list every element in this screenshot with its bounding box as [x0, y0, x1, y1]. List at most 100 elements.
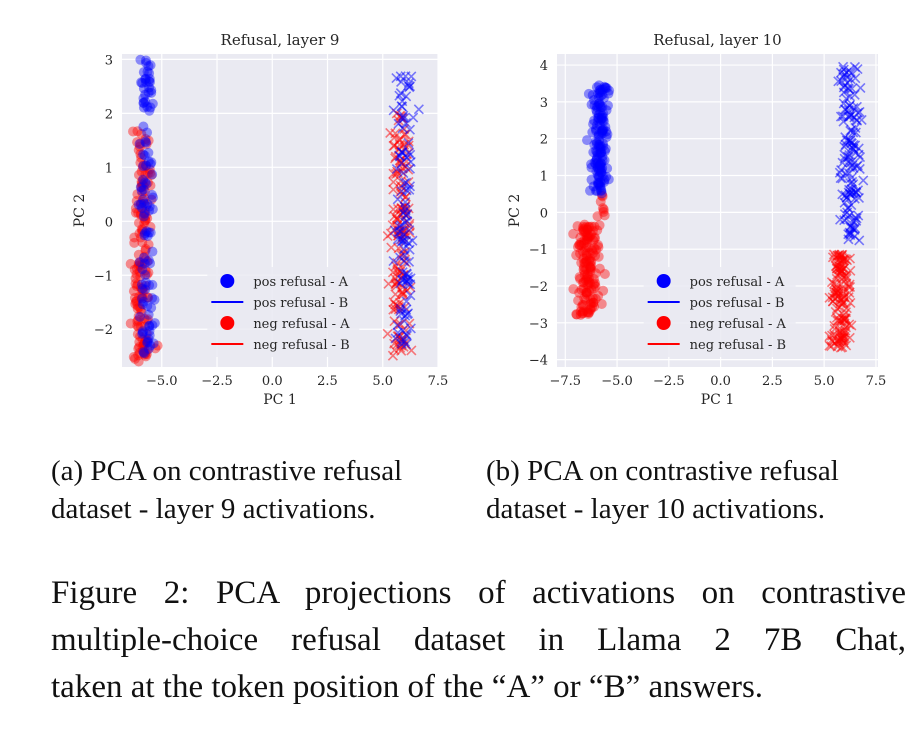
data-point-circle	[568, 228, 579, 239]
data-point-circle	[581, 255, 592, 266]
data-point-circle	[132, 279, 143, 290]
data-point-circle	[134, 257, 145, 268]
data-point-circle	[594, 134, 605, 145]
data-point-x	[401, 275, 412, 286]
data-point-circle	[604, 85, 615, 96]
data-point-circle	[595, 148, 606, 159]
data-point-circle	[587, 225, 598, 236]
y-tick-label: 2	[540, 133, 548, 148]
data-point-circle	[134, 301, 145, 312]
data-point-circle	[602, 100, 613, 111]
data-point-circle	[138, 296, 149, 307]
data-point-circle	[598, 108, 609, 119]
data-point-circle	[595, 107, 606, 118]
data-point-circle	[133, 249, 144, 260]
data-point-circle	[130, 278, 141, 289]
data-point-circle	[568, 284, 579, 295]
data-point-circle	[139, 150, 150, 161]
scatter-plot-layer-9: −5.0 −2.5 0.0 2.5 5.0 7.5 −2 −1 0 1 2 3 Refusal, lay…	[0, 0, 460, 420]
data-point-circle	[137, 293, 148, 304]
data-point-circle	[576, 240, 587, 251]
data-point-circle	[587, 127, 598, 138]
data-point-circle	[599, 155, 610, 166]
data-point-circle	[138, 184, 149, 195]
data-point-circle	[586, 229, 597, 240]
data-point-circle	[144, 73, 155, 84]
legend-label: neg refusal - A	[690, 317, 787, 332]
data-point-circle	[583, 276, 594, 287]
data-point-circle	[584, 253, 595, 264]
data-point-circle	[583, 307, 594, 318]
data-point-circle	[140, 243, 151, 254]
x-tick-label: −2.5	[653, 374, 685, 389]
data-point-circle	[581, 287, 592, 298]
data-point-x	[839, 215, 850, 226]
data-point-circle	[584, 274, 595, 285]
data-point-circle	[594, 80, 605, 91]
x-tick-label: 2.5	[317, 374, 338, 389]
data-point-x	[849, 231, 860, 242]
data-point-circle	[593, 179, 604, 190]
scatter-plot-layer-10-svg: −7.5 −5.0 −2.5 0.0 2.5 5.0 7.5 −4 −3 −2 −1 0 1 2 3 4 Ref…	[507, 31, 886, 408]
data-point-circle	[137, 161, 148, 172]
data-point-circle	[135, 157, 146, 168]
data-point-circle	[581, 251, 592, 262]
data-point-circle	[589, 115, 600, 126]
data-point-circle	[146, 157, 157, 168]
data-point-circle	[591, 166, 602, 177]
data-point-circle	[574, 272, 585, 283]
data-point-x	[838, 255, 849, 266]
data-point-circle	[589, 139, 600, 150]
data-point-circle	[596, 147, 607, 158]
data-point-circle	[128, 286, 139, 297]
data-point-circle	[133, 343, 144, 354]
data-point-circle	[135, 208, 146, 219]
data-point-circle	[136, 77, 147, 88]
data-point-circle	[132, 137, 143, 148]
data-point-x	[852, 107, 864, 118]
data-point-circle	[143, 255, 154, 266]
x-tick-label: 2.5	[762, 374, 783, 389]
data-point-circle	[585, 262, 596, 273]
data-point-circle	[596, 113, 607, 124]
data-point-circle	[138, 339, 149, 350]
data-point-x	[391, 72, 402, 84]
data-point-circle	[133, 217, 144, 228]
data-point-circle	[125, 258, 136, 269]
data-point-circle	[129, 264, 140, 275]
data-point-circle	[132, 189, 143, 200]
data-point-circle	[137, 202, 148, 213]
data-point-circle	[603, 174, 614, 185]
y-axis-label: PC 2	[72, 194, 88, 228]
scatter-plot-layer-10: −7.5 −5.0 −2.5 0.0 2.5 5.0 7.5 −4 −3 −2 −1 0 1 2 3 4 Ref…	[460, 0, 919, 420]
data-point-circle	[136, 178, 147, 189]
data-point-circle	[594, 141, 605, 152]
data-point-circle	[140, 89, 151, 100]
data-point-circle	[132, 300, 143, 311]
data-point-x	[402, 209, 413, 220]
data-point-circle	[587, 90, 598, 101]
data-point-circle	[137, 283, 148, 294]
data-point-circle	[137, 285, 148, 296]
data-point-circle	[592, 162, 603, 173]
y-tick-label: −3	[529, 317, 548, 332]
data-point-circle	[572, 221, 583, 232]
data-point-x	[403, 78, 414, 89]
data-point-x	[832, 259, 843, 271]
data-point-x	[404, 184, 415, 195]
data-point-circle	[589, 233, 600, 244]
data-point-circle	[141, 139, 152, 150]
data-point-circle	[592, 162, 603, 173]
y-tick-label: 1	[105, 161, 113, 176]
data-point-circle	[592, 157, 603, 168]
data-point-circle	[136, 210, 147, 221]
data-point-circle	[596, 185, 607, 196]
data-point-circle	[136, 176, 147, 187]
data-point-x	[400, 217, 411, 228]
data-point-circle	[583, 242, 594, 253]
data-point-circle	[597, 190, 608, 201]
data-point-circle	[578, 238, 589, 249]
data-point-circle	[579, 257, 590, 268]
data-point-circle	[586, 297, 597, 308]
data-point-circle	[593, 112, 604, 123]
